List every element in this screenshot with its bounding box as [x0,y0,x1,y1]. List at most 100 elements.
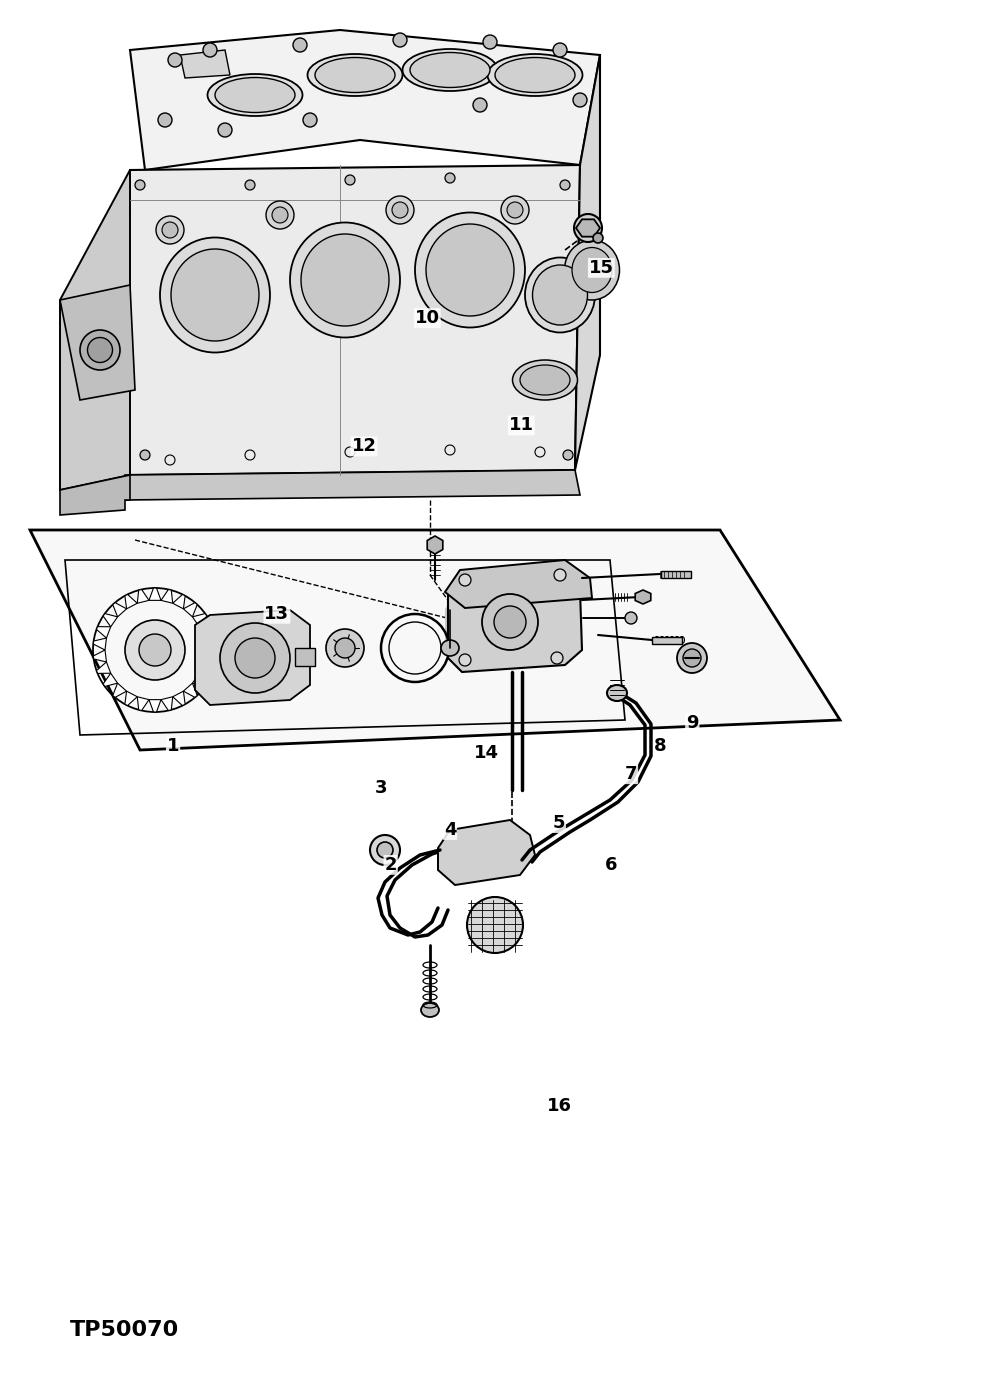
Bar [661,571,691,578]
Ellipse shape [421,1003,439,1017]
Circle shape [140,451,150,460]
Circle shape [677,643,707,672]
Circle shape [377,843,393,858]
Polygon shape [180,50,230,78]
Circle shape [370,836,400,865]
Polygon shape [97,663,111,674]
Text: 11: 11 [508,417,534,434]
Polygon shape [125,470,580,499]
Ellipse shape [290,222,400,338]
Circle shape [218,123,232,137]
Text: 7: 7 [625,766,637,783]
Circle shape [445,173,455,183]
Polygon shape [193,674,207,686]
Circle shape [467,897,523,953]
Polygon shape [183,684,197,698]
Polygon shape [635,590,651,604]
Circle shape [683,649,701,667]
Text: 12: 12 [351,438,377,455]
Polygon shape [173,691,185,706]
Circle shape [459,654,471,665]
Circle shape [245,180,255,190]
Polygon shape [103,614,118,626]
Polygon shape [113,603,127,617]
Circle shape [573,93,587,107]
Circle shape [235,638,275,678]
Polygon shape [130,31,600,170]
Ellipse shape [565,240,619,300]
Circle shape [393,33,407,47]
Circle shape [563,451,573,460]
Circle shape [125,619,185,679]
Polygon shape [93,650,107,663]
Ellipse shape [520,365,570,395]
Ellipse shape [441,640,459,656]
Ellipse shape [512,360,578,400]
Ellipse shape [607,685,627,702]
Text: 16: 16 [547,1098,573,1115]
Ellipse shape [415,212,525,328]
Circle shape [162,222,178,239]
Ellipse shape [80,331,120,370]
Ellipse shape [208,74,303,116]
Text: 3: 3 [375,780,387,797]
Polygon shape [438,820,535,884]
Ellipse shape [87,338,113,363]
Circle shape [482,594,538,650]
Circle shape [220,624,290,693]
Circle shape [392,202,408,218]
Polygon shape [60,476,130,515]
Circle shape [266,201,294,229]
Ellipse shape [426,225,514,317]
Polygon shape [125,691,137,706]
Polygon shape [149,589,161,600]
Circle shape [459,573,471,586]
Text: 15: 15 [588,259,614,276]
Polygon shape [445,559,592,608]
Ellipse shape [215,78,295,113]
Ellipse shape [326,629,364,667]
Ellipse shape [403,49,497,91]
Circle shape [553,43,567,57]
Circle shape [386,197,414,225]
Text: 13: 13 [264,605,290,622]
Text: TP50070: TP50070 [70,1320,179,1341]
Polygon shape [103,674,118,686]
Circle shape [560,180,570,190]
Polygon shape [149,700,161,711]
Circle shape [293,38,307,52]
Circle shape [203,43,217,57]
Circle shape [135,180,145,190]
Text: 14: 14 [474,745,499,762]
Ellipse shape [160,237,270,353]
Polygon shape [93,638,107,650]
Polygon shape [161,590,173,603]
Circle shape [551,651,563,664]
Polygon shape [199,626,214,638]
Polygon shape [199,663,214,674]
Polygon shape [193,614,207,626]
Circle shape [345,174,355,186]
Polygon shape [137,696,149,710]
Polygon shape [183,603,197,617]
Polygon shape [97,626,111,638]
Circle shape [501,197,529,225]
Ellipse shape [171,248,259,340]
Circle shape [593,233,603,243]
Text: 6: 6 [605,857,617,873]
Polygon shape [195,610,310,704]
Circle shape [156,216,184,244]
Circle shape [574,213,602,241]
Circle shape [168,53,182,67]
Polygon shape [113,684,127,698]
Polygon shape [204,650,217,663]
Circle shape [507,202,523,218]
Circle shape [158,113,172,127]
Polygon shape [427,536,443,554]
Text: 4: 4 [444,822,456,838]
Text: 2: 2 [385,857,397,873]
Polygon shape [576,219,600,237]
Circle shape [303,113,317,127]
Ellipse shape [488,54,583,96]
Circle shape [494,605,526,638]
